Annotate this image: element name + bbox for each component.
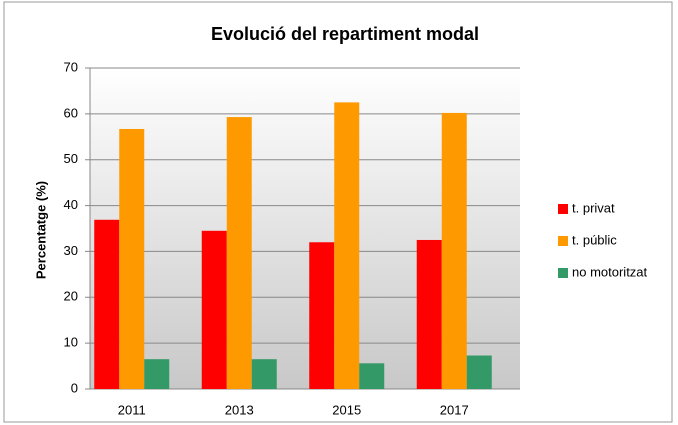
y-tick-label: 50 <box>64 151 78 166</box>
x-tick-label: 2015 <box>332 402 361 417</box>
x-tick-label: 2011 <box>118 402 146 417</box>
y-tick-label: 70 <box>64 59 78 74</box>
bar <box>309 242 335 389</box>
bar <box>251 359 277 389</box>
y-tick-label: 60 <box>64 105 78 120</box>
bar <box>359 363 385 389</box>
bar <box>334 102 360 390</box>
y-tick-label: 10 <box>64 335 78 350</box>
legend-swatch <box>558 236 568 246</box>
y-tick-label: 0 <box>71 380 78 395</box>
bar <box>144 359 170 389</box>
bar <box>416 239 442 389</box>
y-tick-label: 40 <box>64 197 78 212</box>
chart-title: Evolució del repartiment modal <box>211 24 479 44</box>
legend-swatch <box>558 268 568 278</box>
legend-swatch <box>558 204 568 214</box>
legend-label: t. privat <box>572 200 615 215</box>
bar <box>201 230 227 389</box>
y-axis-label: Percentatge (%) <box>33 181 48 279</box>
bar <box>441 112 467 389</box>
y-tick-label: 20 <box>64 289 78 304</box>
bar <box>94 219 120 389</box>
bar <box>466 355 492 389</box>
x-tick-label: 2013 <box>225 402 254 417</box>
bar <box>226 117 252 390</box>
y-tick-label: 30 <box>64 243 78 258</box>
x-tick-label: 2017 <box>440 402 469 417</box>
legend-label: no motoritzat <box>572 264 648 279</box>
bar <box>119 128 145 390</box>
legend-label: t. públic <box>572 232 617 247</box>
